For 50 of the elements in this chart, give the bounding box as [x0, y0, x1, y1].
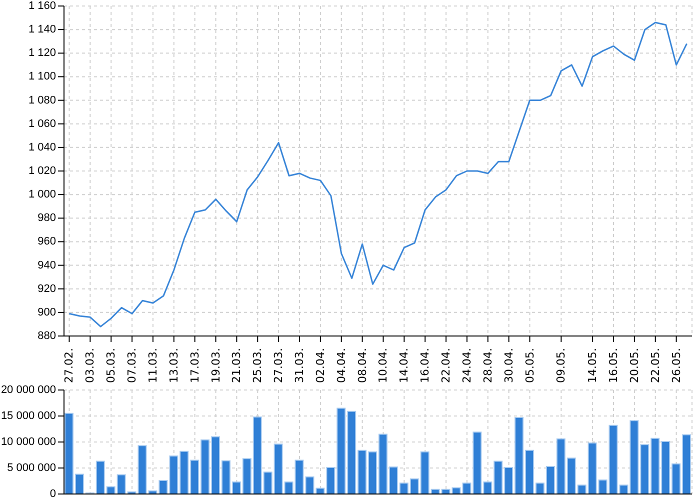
y-tick-label: 940 — [38, 259, 56, 272]
x-tick-label: 24.04. — [460, 348, 474, 383]
y-tick-label: 1 000 — [28, 188, 56, 201]
x-tick-label: 26.05. — [670, 348, 683, 383]
y-tick-label: 1 060 — [28, 118, 56, 130]
y-tick-label: 1 120 — [28, 47, 56, 60]
x-tick-label: 17.03. — [188, 348, 202, 383]
y-tick-label: 1 080 — [28, 94, 56, 106]
y-tick-label: 1 140 — [28, 24, 56, 36]
x-tick-label: 28.04. — [481, 348, 494, 383]
x-tick-label: 04.04. — [334, 348, 348, 383]
y-tick-label: 15 000 000 — [0, 410, 56, 422]
x-tick-label: 03.03. — [84, 348, 97, 383]
y-tick-label: 900 — [38, 306, 56, 318]
x-tick-label: 27.02. — [62, 348, 76, 383]
y-tick-label: 10 000 000 — [0, 436, 56, 448]
x-tick-label: 16.05. — [607, 348, 620, 383]
x-tick-label: 30.04. — [502, 348, 516, 383]
y-tick-label: 1 100 — [28, 70, 56, 83]
x-tick-label: 09.05. — [554, 348, 568, 383]
x-tick-label: 27.03. — [272, 348, 286, 383]
x-tick-label: 05.05. — [523, 348, 536, 383]
x-tick-label: 14.04. — [398, 348, 411, 383]
x-tick-label: 07.03. — [126, 348, 139, 383]
y-tick-label: 1 160 — [28, 0, 56, 12]
x-tick-label: 11.03. — [146, 348, 160, 383]
x-tick-label: 05.03. — [104, 348, 118, 383]
y-tick-label: 20 000 000 — [0, 384, 56, 396]
x-tick-label: 21.03. — [230, 348, 244, 383]
x-tick-label: 25.03. — [251, 348, 264, 383]
y-tick-label: 0 — [50, 488, 56, 500]
line-series — [68, 22, 688, 328]
x-tick-label: 20.05. — [628, 348, 641, 383]
y-tick-label: 960 — [38, 236, 56, 248]
y-tick-label: 980 — [38, 212, 56, 224]
x-tick-label: 14.05. — [586, 348, 600, 383]
x-tick-label: 08.04. — [356, 348, 369, 383]
y-tick-label: 5 000 000 — [7, 462, 56, 474]
x-tick-label: 02.04. — [314, 348, 327, 383]
x-tick-label: 10.04. — [376, 348, 390, 383]
x-tick-label: 13.03. — [167, 348, 180, 383]
x-tick-label: 16.04. — [418, 348, 432, 383]
x-tick-label: 19.03. — [209, 348, 222, 383]
y-tick-label: 920 — [38, 282, 56, 295]
y-tick-label: 1 040 — [28, 141, 56, 154]
y-tick-label: 880 — [38, 330, 56, 342]
x-tick-label: 31.03. — [293, 348, 306, 383]
x-tick-label: 22.05. — [648, 348, 662, 383]
y-tick-label: 1 020 — [28, 165, 56, 177]
x-tick-label: 22.04. — [440, 348, 453, 383]
